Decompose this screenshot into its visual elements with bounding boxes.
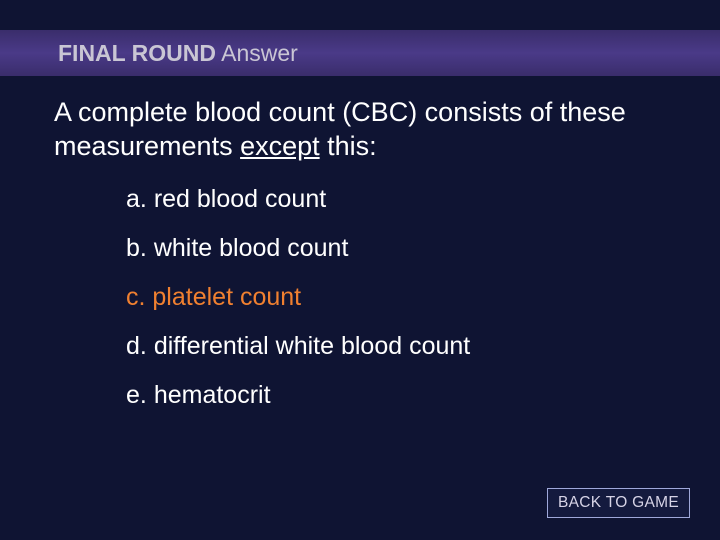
header-rest: Answer: [216, 40, 298, 66]
header-title: FINAL ROUND Answer: [58, 40, 298, 67]
option-a: a. red blood count: [126, 184, 680, 214]
option-letter: e.: [126, 381, 147, 409]
option-text: red blood count: [154, 185, 326, 213]
content-area: A complete blood count (CBC) consists of…: [54, 96, 680, 429]
option-d: d. differential white blood count: [126, 331, 680, 361]
options-list: a. red blood count b. white blood count …: [126, 184, 680, 410]
option-text: hematocrit: [154, 381, 271, 409]
back-to-game-button[interactable]: BACK TO GAME: [547, 488, 690, 518]
option-c: c. platelet count: [126, 282, 680, 312]
option-e: e. hematocrit: [126, 380, 680, 410]
question-post: this:: [320, 131, 377, 161]
option-letter: b.: [126, 234, 147, 262]
option-letter: a.: [126, 185, 147, 213]
header-bar: FINAL ROUND Answer: [0, 30, 720, 76]
option-b: b. white blood count: [126, 233, 680, 263]
question-underlined: except: [240, 131, 320, 161]
question-text: A complete blood count (CBC) consists of…: [54, 96, 680, 164]
header-bold: FINAL ROUND: [58, 40, 216, 66]
option-letter: d.: [126, 332, 147, 360]
option-letter: c.: [126, 283, 145, 311]
option-text: differential white blood count: [154, 332, 470, 360]
option-text: platelet count: [152, 283, 301, 311]
option-text: white blood count: [154, 234, 349, 262]
